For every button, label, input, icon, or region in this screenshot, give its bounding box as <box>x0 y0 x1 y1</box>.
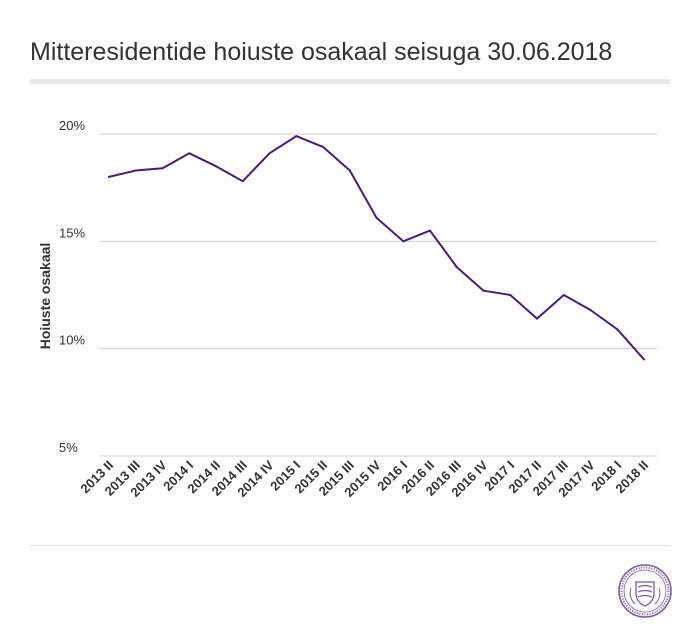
title-divider <box>30 79 670 84</box>
data-point <box>188 152 191 155</box>
data-point <box>348 169 351 172</box>
footer-divider <box>30 545 670 546</box>
y-tick-label: 5% <box>59 440 78 455</box>
data-point <box>429 229 431 232</box>
data-point <box>134 169 137 172</box>
data-point <box>589 309 592 312</box>
data-point <box>402 240 405 243</box>
y-tick-label: 10% <box>59 333 85 348</box>
data-point <box>295 135 298 138</box>
data-point <box>482 289 485 292</box>
y-axis-label: Hoiuste osakaal <box>37 243 53 350</box>
chart-title: Mitteresidentide hoiuste osakaal seisuga… <box>30 38 613 66</box>
data-point <box>536 317 538 320</box>
y-tick-label: 15% <box>59 225 85 240</box>
data-point <box>455 266 458 269</box>
data-point <box>108 175 110 178</box>
data-point <box>241 180 244 183</box>
data-point <box>268 152 271 155</box>
data-point <box>562 294 565 296</box>
data-point <box>643 358 645 361</box>
data-point <box>616 328 619 331</box>
data-point <box>161 167 164 170</box>
data-point <box>375 216 378 219</box>
data-point <box>322 145 324 148</box>
series-line <box>108 135 645 361</box>
data-point <box>509 294 512 296</box>
eesti-pank-seal-icon <box>618 564 672 618</box>
data-point <box>215 165 217 168</box>
y-tick-label: 20% <box>59 118 85 133</box>
